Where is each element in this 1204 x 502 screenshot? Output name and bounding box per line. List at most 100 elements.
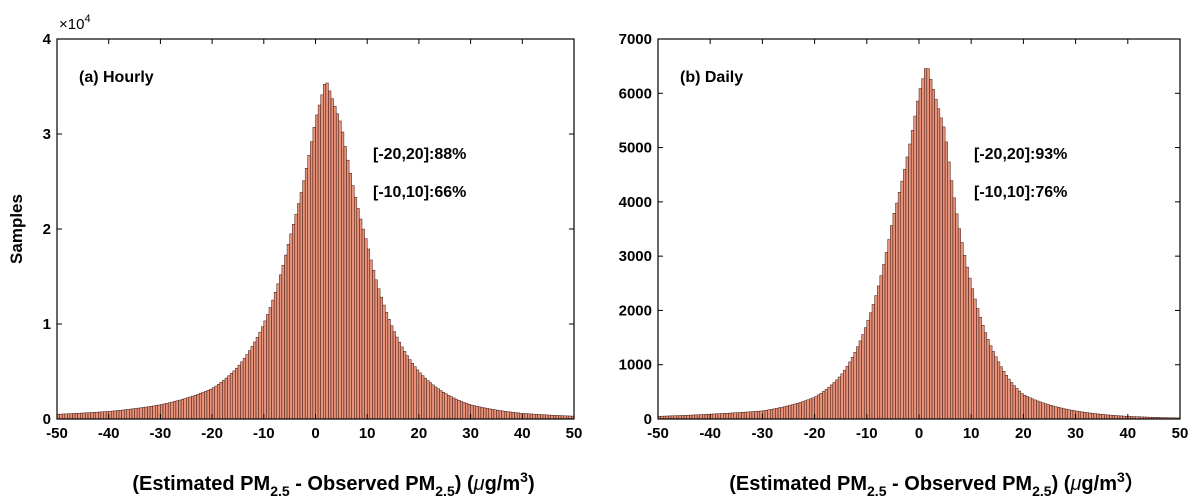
histogram-bar	[1041, 402, 1045, 420]
histogram-bar	[897, 192, 901, 420]
histogram-bar	[429, 382, 433, 420]
histogram-bar	[379, 296, 383, 420]
histogram-bar	[191, 395, 195, 420]
histogram-bar	[777, 407, 781, 420]
histogram-bar	[312, 126, 316, 420]
histogram-bar	[816, 394, 821, 420]
stat-annotation: [-10,10]:76%	[974, 184, 1067, 201]
histogram-bar	[511, 412, 515, 420]
histogram-bar	[788, 405, 792, 420]
histogram-bar	[965, 266, 969, 420]
histogram-bar	[887, 239, 891, 420]
x-axis-label: (Estimated PM2.5 - Observed PM2.5) (μg/m…	[132, 469, 534, 499]
y-tick-label: 4000	[619, 194, 652, 211]
histogram-bar	[923, 68, 928, 420]
histogram-bar	[281, 265, 285, 420]
histogram-bar	[963, 255, 967, 420]
histogram-bar	[493, 409, 497, 420]
y-tick-label: 4	[43, 31, 52, 48]
histogram-bar	[219, 382, 223, 420]
histogram-bar	[845, 365, 849, 420]
histogram-bar	[840, 373, 844, 420]
x-axis-label: (Estimated PM2.5 - Observed PM2.5) (μg/m…	[729, 469, 1145, 499]
histogram-bar	[144, 406, 148, 420]
histogram-bar	[950, 180, 954, 420]
histogram-bar	[80, 412, 84, 420]
histogram-bar	[976, 308, 980, 420]
histogram-bar	[1064, 408, 1068, 420]
histogram-bar	[359, 218, 363, 420]
histogram-bar	[905, 156, 909, 420]
histogram-bar	[869, 312, 873, 420]
histogram-bar	[201, 392, 205, 420]
histogram-bar	[204, 391, 208, 420]
histogram-bar	[877, 285, 881, 420]
y-axis-label: Samples	[7, 194, 26, 264]
histogram-bar	[317, 104, 321, 420]
histogram-bar	[1080, 411, 1084, 420]
histogram-bar	[155, 405, 159, 420]
x-tick-label: 30	[462, 425, 479, 442]
histogram-bar	[418, 372, 422, 420]
histogram-bar	[421, 375, 425, 420]
histogram-bar	[738, 412, 742, 420]
histogram-bar	[824, 389, 828, 420]
histogram-bar	[871, 304, 875, 420]
histogram-bar	[772, 408, 776, 420]
histogram-bar	[449, 396, 453, 420]
histogram-bar	[87, 412, 91, 420]
histogram-bar	[113, 410, 117, 420]
histogram-bar	[452, 397, 456, 420]
histogram-bar	[372, 269, 376, 420]
histogram-bar	[103, 411, 107, 420]
x-tick-label: -20	[201, 425, 223, 442]
histogram-bar	[506, 411, 510, 420]
histogram-bar	[1106, 414, 1110, 420]
histogram-bar	[796, 402, 800, 420]
histogram-bar	[447, 395, 451, 420]
y-tick-label: 0	[43, 411, 51, 428]
histogram-bar	[741, 412, 745, 420]
histogram-bar	[175, 400, 179, 420]
histogram-bar	[498, 410, 502, 420]
histogram-bar	[346, 159, 350, 420]
histogram-bar	[874, 295, 878, 420]
histogram-bar	[478, 406, 482, 420]
histogram-bar	[1017, 390, 1022, 420]
histogram-bar	[377, 288, 381, 420]
histogram-bar	[232, 370, 236, 420]
histogram-bar	[1062, 408, 1066, 420]
histogram-bar	[320, 94, 324, 420]
histogram-bar	[271, 299, 275, 420]
histogram-bar	[61, 413, 65, 420]
panel-label: (a) Hourly	[79, 69, 154, 86]
histogram-bar	[217, 383, 221, 420]
histogram-bar	[400, 346, 404, 420]
histogram-bar	[222, 379, 226, 420]
histogram-bar	[186, 397, 190, 420]
y-tick-label: 6000	[619, 85, 652, 102]
histogram-bar	[535, 414, 539, 420]
histogram-bar	[1010, 382, 1014, 420]
histogram-bar	[488, 408, 492, 420]
x-tick-label: 50	[566, 425, 583, 442]
histogram-bar	[382, 304, 386, 420]
histogram-bar	[299, 192, 303, 420]
histogram-bar	[387, 319, 391, 420]
histogram-bar	[793, 403, 797, 420]
histogram-bar	[809, 398, 813, 420]
histogram-bar	[173, 401, 177, 420]
histogram-bar	[850, 357, 854, 420]
x-tick-label: -30	[752, 425, 774, 442]
histogram-bar	[323, 84, 327, 420]
histogram-bar	[1083, 412, 1087, 420]
histogram-bar	[527, 413, 531, 420]
histogram-bar	[1051, 405, 1055, 420]
histogram-bar	[338, 120, 342, 420]
histogram-bar	[723, 413, 727, 420]
histogram-bar	[916, 100, 920, 420]
histogram-bar	[273, 291, 277, 420]
histogram-bar	[315, 114, 319, 420]
histogram-bar	[390, 325, 394, 420]
